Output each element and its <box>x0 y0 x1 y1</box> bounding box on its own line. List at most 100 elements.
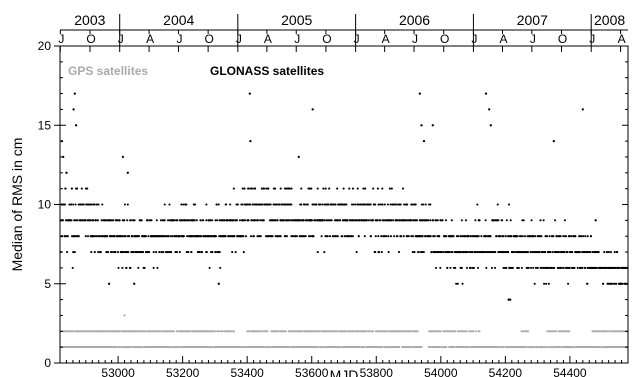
glonass-point <box>529 266 533 269</box>
glonass-point <box>613 251 616 254</box>
glonass-point <box>126 171 129 174</box>
gps-point <box>288 346 291 349</box>
gps-point <box>119 346 122 349</box>
glonass-point <box>422 139 426 143</box>
glonass-point <box>496 203 499 206</box>
glonass-point <box>271 235 274 238</box>
glonass-point <box>431 124 434 127</box>
glonass-point <box>71 266 74 269</box>
y-tick-label: 5 <box>44 277 51 291</box>
glonass-point <box>274 235 277 238</box>
glonass-point <box>392 219 395 222</box>
quarter-label: A <box>618 32 626 46</box>
glonass-point <box>351 219 354 222</box>
glonass-point <box>448 251 451 254</box>
legend-glonass-label: GLONASS satellites <box>210 64 324 78</box>
glonass-point <box>450 219 453 222</box>
glonass-point <box>356 187 359 190</box>
glonass-point <box>254 219 257 222</box>
gps-point <box>368 330 371 333</box>
glonass-point <box>616 251 619 254</box>
glonass-point <box>65 219 68 222</box>
glonass-point <box>140 219 143 222</box>
glonass-point <box>205 251 208 254</box>
glonass-point <box>418 92 421 95</box>
glonass-point <box>262 219 265 222</box>
glonass-point <box>219 266 222 269</box>
glonass-point <box>502 266 505 269</box>
glonass-point <box>232 187 235 190</box>
glonass-point <box>396 219 399 222</box>
gps-point <box>144 330 147 333</box>
glonass-point <box>341 235 344 238</box>
glonass-point <box>417 251 420 254</box>
gps-point <box>474 330 477 333</box>
glonass-point <box>595 266 598 269</box>
glonass-point <box>605 251 608 254</box>
glonass-point <box>389 235 393 238</box>
glonass-point <box>167 235 170 238</box>
gps-point <box>284 330 287 333</box>
glonass-point <box>509 219 512 222</box>
glonass-point <box>166 219 170 222</box>
glonass-point <box>439 266 442 269</box>
glonass-point <box>171 235 174 238</box>
gps-point <box>263 346 266 349</box>
glonass-point <box>173 235 176 238</box>
glonass-point <box>485 266 488 269</box>
glonass-point <box>446 266 449 269</box>
glonass-point <box>410 219 413 222</box>
glonass-point <box>74 219 77 222</box>
quarter-label: A <box>264 32 272 46</box>
glonass-point <box>574 235 577 238</box>
gps-point <box>410 330 413 333</box>
gps-point <box>277 330 280 333</box>
quarter-label: O <box>204 32 213 46</box>
glonass-point <box>282 219 286 222</box>
glonass-point <box>591 251 594 254</box>
glonass-point <box>303 203 307 206</box>
glonass-point <box>74 203 77 206</box>
glonass-point <box>316 251 319 254</box>
glonass-point <box>420 124 423 127</box>
glonass-point <box>526 251 530 254</box>
glonass-point <box>374 251 377 254</box>
glonass-point <box>512 251 516 254</box>
glonass-point <box>363 235 366 238</box>
glonass-point <box>86 187 89 190</box>
quarter-label: A <box>499 32 507 46</box>
glonass-point <box>594 219 597 222</box>
glonass-point <box>124 235 127 238</box>
glonass-point <box>607 251 610 254</box>
glonass-point <box>170 251 173 254</box>
glonass-point <box>381 187 384 190</box>
glonass-point <box>133 282 136 285</box>
glonass-point <box>369 235 373 238</box>
gps-point <box>232 330 236 333</box>
glonass-point <box>421 235 424 238</box>
glonass-point <box>247 219 250 222</box>
glonass-point <box>355 251 358 254</box>
gps-point <box>605 330 609 333</box>
glonass-point <box>432 235 435 238</box>
glonass-point <box>505 219 508 222</box>
gps-point <box>245 346 248 349</box>
gps-point <box>72 330 75 333</box>
glonass-point <box>211 219 214 222</box>
gps-point <box>322 346 325 349</box>
glonass-point <box>190 251 193 254</box>
gps-point <box>439 346 442 349</box>
glonass-point <box>542 219 545 222</box>
quarter-label: J <box>176 32 182 46</box>
gps-point <box>548 346 551 349</box>
glonass-point <box>234 251 237 254</box>
glonass-point <box>580 235 583 238</box>
quarter-label: A <box>382 32 390 46</box>
glonass-point <box>390 219 393 222</box>
glonass-point <box>269 203 272 206</box>
glonass-point <box>256 235 259 238</box>
glonass-point <box>72 108 75 111</box>
glonass-point <box>117 266 120 269</box>
glonass-point <box>93 251 96 254</box>
